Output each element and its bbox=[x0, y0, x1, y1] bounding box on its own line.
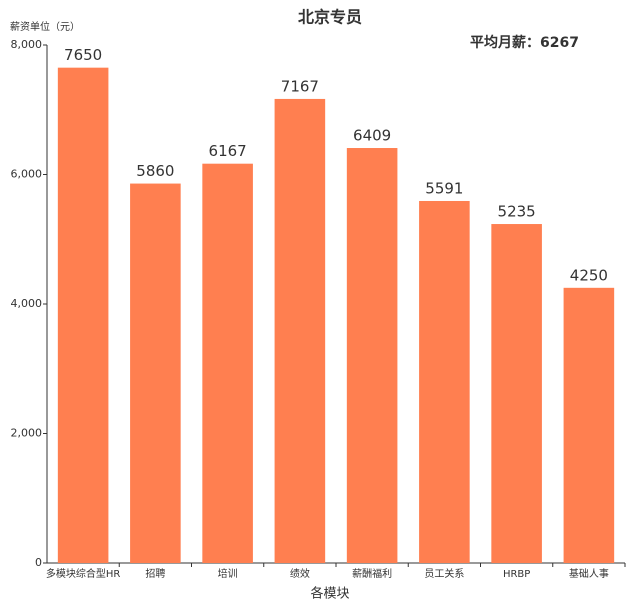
y-axis-label: 薪资单位（元） bbox=[10, 20, 80, 33]
value-label: 6167 bbox=[209, 142, 247, 160]
bar bbox=[491, 224, 542, 563]
x-tick-label: 绩效 bbox=[290, 567, 310, 580]
chart-title: 北京专员 bbox=[298, 8, 362, 27]
x-tick-label: 招聘 bbox=[145, 567, 165, 580]
x-tick-label: 基础人事 bbox=[569, 567, 609, 580]
x-tick-label: 多模块综合型HR bbox=[46, 567, 121, 580]
x-tick-label: HRBP bbox=[503, 569, 530, 580]
value-label: 5860 bbox=[136, 162, 174, 180]
bar bbox=[274, 98, 326, 563]
bar bbox=[346, 148, 398, 563]
value-label: 5235 bbox=[498, 203, 536, 221]
x-tick-label: 培训 bbox=[218, 567, 238, 580]
x-axis-label: 各模块 bbox=[310, 586, 349, 602]
value-label: 5591 bbox=[425, 179, 463, 197]
y-tick-label: 8,000 bbox=[11, 38, 43, 51]
y-tick-label: 6,000 bbox=[11, 168, 43, 181]
y-tick-label: 4,000 bbox=[11, 297, 43, 310]
value-label: 7167 bbox=[281, 77, 319, 95]
y-tick-label: 0 bbox=[35, 556, 42, 569]
bar bbox=[202, 163, 253, 563]
annotation: 平均月薪：6267 bbox=[470, 34, 579, 51]
bar bbox=[419, 200, 470, 563]
value-label: 6409 bbox=[353, 127, 391, 145]
y-tick-label: 2,000 bbox=[11, 427, 43, 440]
bar bbox=[130, 183, 181, 563]
x-tick-label: 员工关系 bbox=[424, 567, 464, 580]
value-label: 7650 bbox=[64, 46, 102, 64]
bar bbox=[57, 67, 109, 563]
value-label: 4250 bbox=[570, 266, 608, 284]
x-tick-label: 薪酬福利 bbox=[352, 567, 392, 580]
bar bbox=[563, 287, 615, 563]
